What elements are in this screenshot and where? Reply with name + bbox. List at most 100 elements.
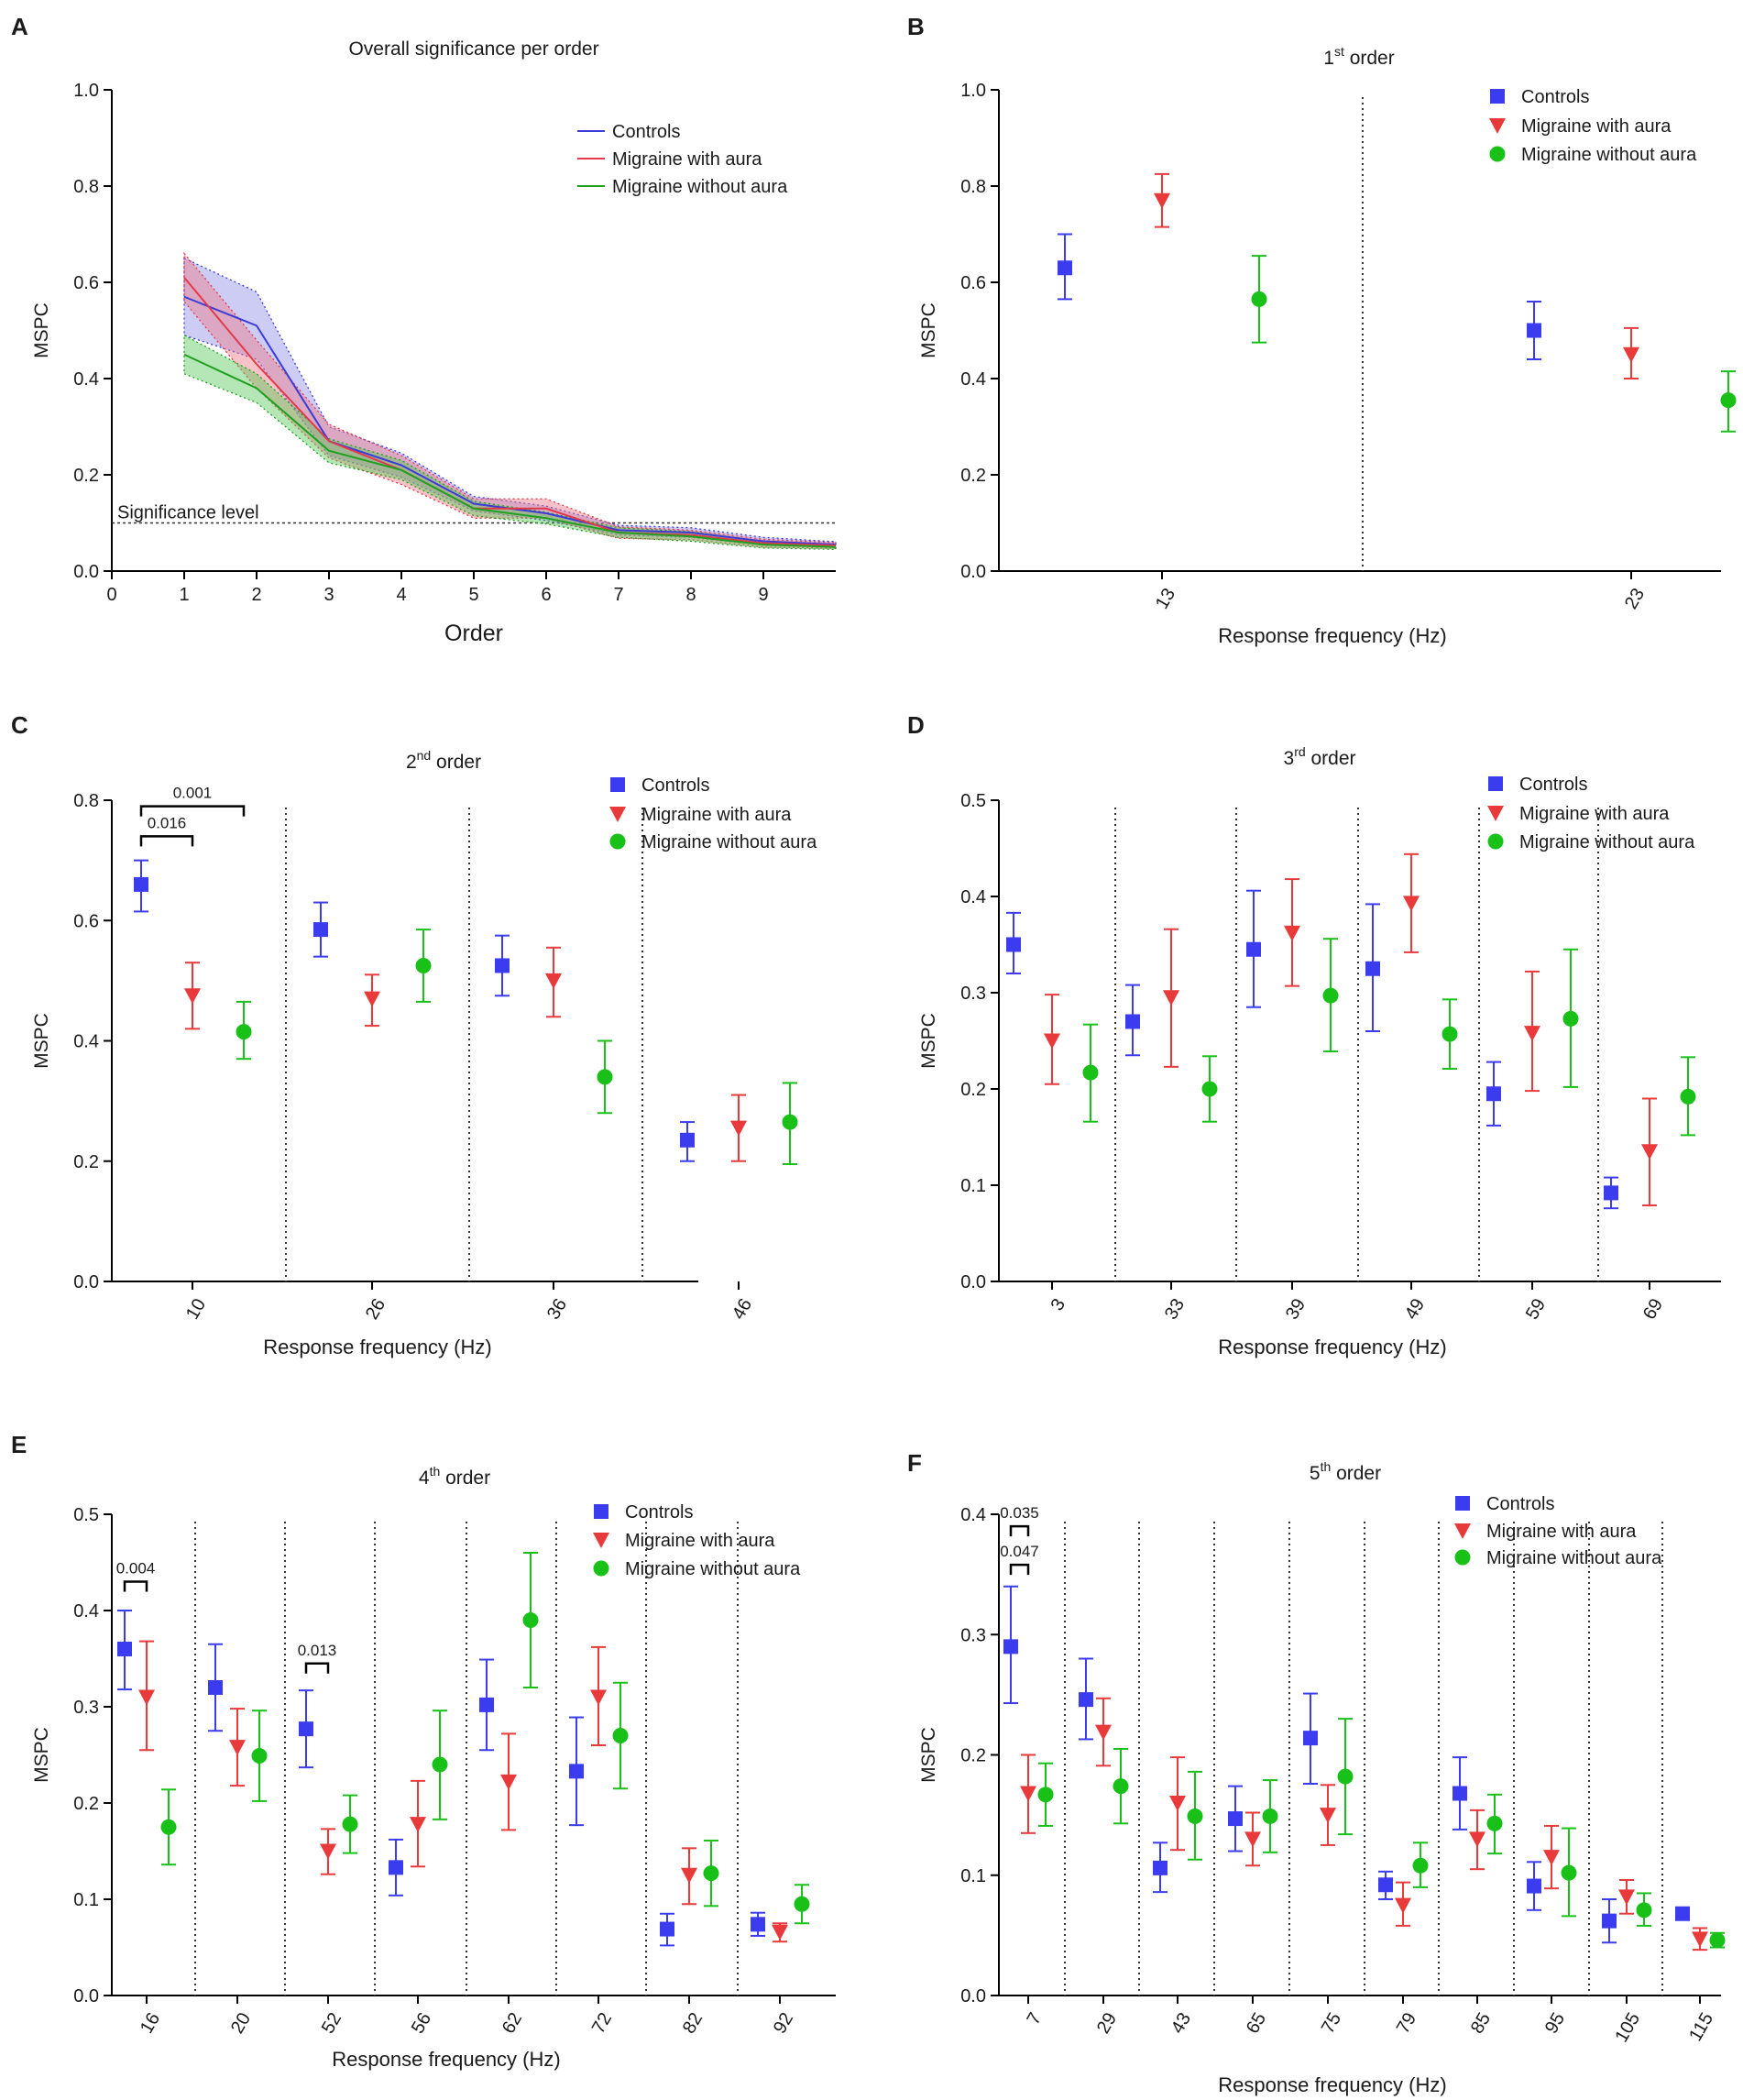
- panel-letter: B: [907, 13, 925, 40]
- y-tick-label: 0.3: [960, 1625, 986, 1645]
- legend-marker: [1489, 146, 1506, 162]
- data-point: [1636, 1902, 1652, 1919]
- x-tick-label: 6: [541, 585, 551, 605]
- y-tick-label: 0.1: [960, 1866, 986, 1886]
- x-tick-label: 1: [179, 585, 189, 605]
- y-tick-label: 0.8: [73, 791, 99, 811]
- significance-bracket: [139, 805, 246, 817]
- data-point: [236, 1024, 252, 1040]
- data-point: [134, 876, 148, 892]
- legend-marker: [610, 777, 625, 792]
- data-point: [772, 1924, 788, 1941]
- x-tick-label: 36: [543, 1295, 571, 1323]
- title-rest: order: [1331, 1463, 1381, 1484]
- y-tick-label: 0.2: [73, 1152, 99, 1172]
- data-point: [299, 1721, 313, 1737]
- x-tick-label: 7: [1023, 2009, 1046, 2029]
- data-point: [522, 1612, 539, 1628]
- data-point: [1562, 1010, 1579, 1027]
- data-point: [1058, 260, 1072, 276]
- y-tick-label: 0.6: [960, 273, 986, 293]
- legend-label: Migraine without aura: [1519, 832, 1695, 852]
- data-point: [415, 957, 432, 973]
- x-tick-label: 43: [1167, 2009, 1195, 2037]
- y-tick-label: 0.0: [960, 1272, 986, 1292]
- panel-letter: A: [11, 13, 28, 40]
- data-point: [1720, 392, 1737, 409]
- panel-title: Overall significance per order: [348, 38, 598, 60]
- x-tick-label: 4: [396, 585, 406, 605]
- panel-title: 5th order: [1310, 1459, 1381, 1484]
- x-tick-label: 105: [1611, 2009, 1644, 2046]
- x-tick-label: 115: [1685, 2009, 1717, 2045]
- data-point: [1153, 1860, 1167, 1875]
- panel-letter: E: [11, 1431, 27, 1458]
- legend-marker: [609, 807, 626, 822]
- legend-label: Migraine with aura: [625, 1531, 775, 1551]
- y-tick-label: 0.1: [73, 1890, 99, 1910]
- y-tick-label: 0.6: [73, 273, 99, 293]
- data-point: [1169, 1796, 1186, 1811]
- data-point: [1403, 896, 1420, 912]
- y-tick-label: 0.2: [960, 1080, 986, 1100]
- title-superscript: th: [1321, 1459, 1332, 1474]
- data-point: [1163, 990, 1179, 1006]
- data-point: [1618, 1889, 1635, 1906]
- y-tick-label: 0.2: [960, 466, 986, 486]
- y-tick-label: 0.0: [960, 1986, 986, 2007]
- x-axis-label: Response frequency (Hz): [263, 1336, 491, 1358]
- data-point: [680, 1132, 695, 1148]
- data-point: [364, 991, 380, 1007]
- data-point: [138, 1689, 155, 1706]
- title-superscript: th: [430, 1464, 441, 1479]
- legend-marker: [1490, 89, 1505, 104]
- data-point: [1154, 192, 1170, 209]
- data-point: [1044, 1033, 1060, 1050]
- legend-label: Migraine with aura: [1486, 1522, 1637, 1542]
- x-tick-label: 82: [679, 2009, 707, 2037]
- x-tick-label: 75: [1318, 2009, 1345, 2037]
- data-point: [730, 1120, 747, 1137]
- data-point: [1113, 1778, 1129, 1795]
- data-point: [1543, 1850, 1560, 1866]
- y-tick-label: 0.5: [960, 791, 986, 811]
- legend-marker: [609, 833, 626, 850]
- data-point: [751, 1917, 765, 1932]
- data-point: [1675, 1906, 1690, 1921]
- data-point: [479, 1697, 494, 1712]
- y-axis-label: MSPC: [31, 1013, 52, 1069]
- panel-e: E 4th order 0.0 0.1 0.2 0.3 0.4 0.5 MSPC 16 20 52 56…: [11, 1431, 836, 2071]
- title-superscript: rd: [1294, 744, 1305, 759]
- data-point: [1412, 1857, 1429, 1874]
- p-value-label: 0.035: [1000, 1504, 1039, 1522]
- data-point: [569, 1764, 584, 1779]
- data-point: [1320, 1808, 1336, 1824]
- x-tick-label: 26: [362, 1295, 389, 1323]
- panel-title: 1st order: [1323, 44, 1394, 69]
- data-point: [1095, 1724, 1112, 1741]
- data-point: [229, 1740, 246, 1756]
- y-tick-label: 0.0: [73, 562, 99, 582]
- data-point: [1680, 1088, 1696, 1105]
- x-axis-label: Response frequency (Hz): [1218, 624, 1446, 647]
- x-tick-label: 46: [729, 1295, 756, 1323]
- x-tick-label: 52: [318, 2009, 345, 2037]
- legend-marker: [593, 1560, 609, 1577]
- data-point: [1486, 1086, 1501, 1102]
- y-tick-label: 0.4: [73, 1032, 99, 1052]
- x-axis-label: Response frequency (Hz): [1218, 1336, 1446, 1358]
- x-axis-label: Order: [444, 621, 503, 646]
- data-point: [1561, 1864, 1577, 1881]
- data-point: [1486, 1815, 1503, 1831]
- x-tick-label: 62: [499, 2009, 526, 2037]
- y-tick-label: 0.2: [73, 1794, 99, 1814]
- legend-label: Migraine without aura: [612, 177, 788, 197]
- x-tick-label: 79: [1393, 2009, 1420, 2037]
- data-point: [1037, 1787, 1054, 1803]
- panel-title: 2nd order: [406, 748, 481, 773]
- title-rest: order: [431, 752, 481, 773]
- data-point: [1246, 941, 1261, 957]
- data-point: [1527, 323, 1541, 338]
- data-point: [1082, 1064, 1099, 1081]
